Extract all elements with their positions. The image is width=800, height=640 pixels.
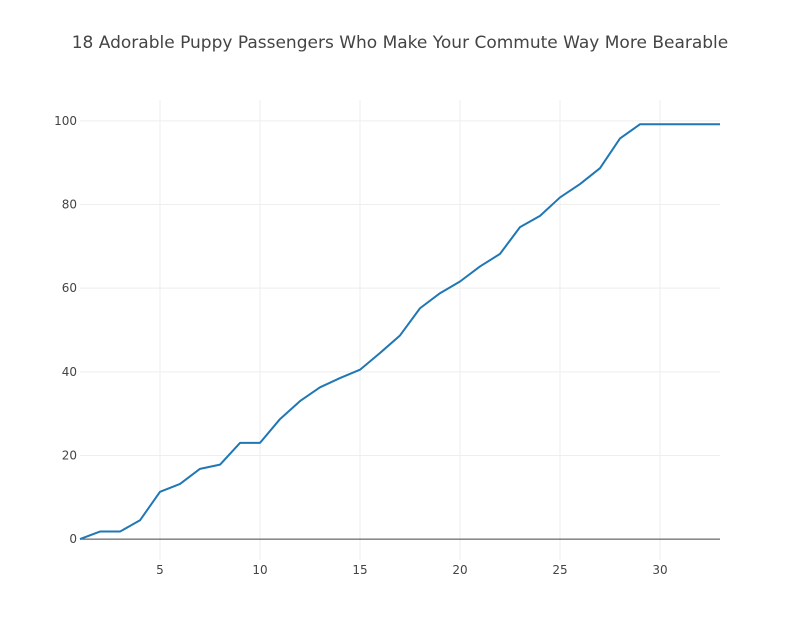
y-gridlines [80,120,720,456]
y-tick-label: 60 [62,281,77,295]
y-tick-label: 20 [62,448,77,462]
x-tick-label: 25 [552,563,567,577]
chart-title: 18 Adorable Puppy Passengers Who Make Yo… [71,33,729,53]
x-tick-label: 10 [252,563,267,577]
y-tick-label: 0 [69,532,77,546]
x-tick-label: 20 [452,563,467,577]
y-tick-label: 80 [62,198,77,212]
series-group [79,123,720,541]
x-axis-tick-labels: 5 10 15 20 25 30 [156,563,667,577]
x-tick-label: 15 [352,563,367,577]
y-axis-tick-labels: 0 20 40 60 80 100 [54,114,77,546]
series-line [79,123,720,541]
y-tick-label: 100 [54,114,77,128]
x-tick-label: 30 [652,563,667,577]
x-gridlines [159,100,661,560]
y-tick-label: 40 [62,365,77,379]
x-tick-label: 5 [156,563,164,577]
